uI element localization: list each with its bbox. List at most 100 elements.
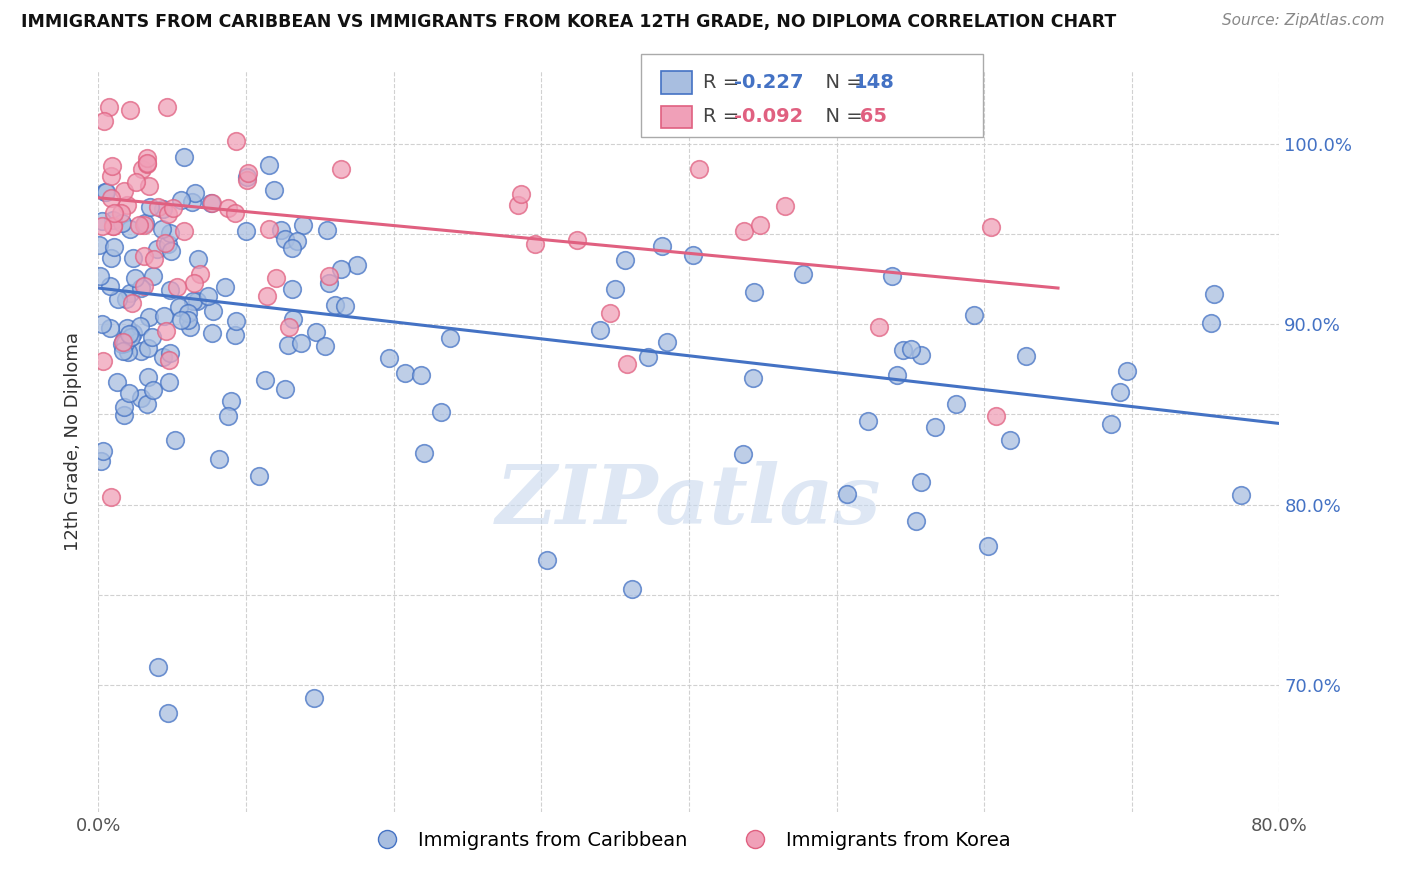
Point <box>136 155 159 169</box>
Point <box>110 205 132 219</box>
Point <box>121 296 143 310</box>
Point <box>910 348 932 362</box>
Point <box>523 237 546 252</box>
Point <box>136 396 159 410</box>
Point <box>682 248 704 262</box>
Point <box>394 366 416 380</box>
Point <box>98 320 121 334</box>
Point <box>567 234 589 248</box>
Point <box>274 232 297 246</box>
Point <box>439 331 461 345</box>
Point <box>977 539 1000 553</box>
Point <box>150 221 173 235</box>
Point <box>620 582 643 596</box>
Point <box>118 326 141 341</box>
Point <box>274 382 297 396</box>
Point <box>93 114 115 128</box>
Point <box>120 286 142 301</box>
Point <box>132 218 155 232</box>
Point <box>225 314 247 328</box>
Point <box>125 175 148 189</box>
Point <box>152 350 174 364</box>
Point <box>148 659 170 673</box>
Point <box>177 313 200 327</box>
Point <box>115 198 138 212</box>
Point <box>136 151 159 165</box>
Point <box>256 289 278 303</box>
Point <box>120 103 142 117</box>
Point <box>103 240 125 254</box>
Point <box>235 224 257 238</box>
Point <box>1099 417 1122 432</box>
Point <box>138 178 160 193</box>
Point <box>160 244 183 259</box>
Point <box>277 337 299 351</box>
Point <box>290 335 312 350</box>
Point <box>880 268 903 283</box>
Point <box>264 270 287 285</box>
Point <box>100 491 122 505</box>
Point <box>170 193 193 207</box>
Point <box>153 236 176 251</box>
Point <box>733 447 755 461</box>
Point <box>236 173 259 187</box>
Point <box>749 218 772 232</box>
Point <box>963 308 986 322</box>
Point <box>100 169 122 183</box>
Point <box>157 352 180 367</box>
Point <box>281 241 304 255</box>
Point <box>323 298 346 312</box>
Point <box>157 706 180 721</box>
Point <box>111 335 134 350</box>
Point <box>94 185 117 199</box>
Point <box>173 224 195 238</box>
Point <box>98 100 121 114</box>
Point <box>378 351 401 365</box>
Point <box>159 346 181 360</box>
Point <box>91 354 114 368</box>
Point <box>688 161 710 176</box>
Point <box>856 414 879 428</box>
Point <box>651 238 673 252</box>
Point <box>411 368 433 382</box>
Point <box>257 158 280 172</box>
Point <box>1109 385 1132 400</box>
Point <box>166 280 188 294</box>
Point <box>170 312 193 326</box>
Point <box>91 443 114 458</box>
Point <box>94 186 117 200</box>
Point <box>142 383 165 397</box>
Text: N =: N = <box>813 107 869 127</box>
Point <box>157 375 180 389</box>
Point <box>224 206 246 220</box>
Point <box>100 191 122 205</box>
Point <box>159 283 181 297</box>
Point <box>112 408 135 422</box>
Point <box>98 278 121 293</box>
Point <box>128 318 150 333</box>
Point <box>980 219 1002 234</box>
Point <box>224 328 246 343</box>
Point <box>589 323 612 337</box>
Point <box>429 405 451 419</box>
Point <box>156 100 179 114</box>
Point <box>910 475 932 489</box>
Point <box>253 373 276 387</box>
Text: IMMIGRANTS FROM CARIBBEAN VS IMMIGRANTS FROM KOREA 12TH GRADE, NO DIPLOMA CORREL: IMMIGRANTS FROM CARIBBEAN VS IMMIGRANTS … <box>21 13 1116 31</box>
Point <box>904 515 927 529</box>
Text: N =: N = <box>813 73 869 92</box>
Point <box>509 187 531 202</box>
Point <box>257 222 280 236</box>
Point <box>335 299 357 313</box>
Point <box>100 159 122 173</box>
Point <box>318 276 340 290</box>
Point <box>868 320 890 334</box>
Point <box>90 214 112 228</box>
Point <box>346 258 368 272</box>
Point <box>141 330 163 344</box>
Point <box>412 446 434 460</box>
Point <box>599 306 621 320</box>
Point <box>637 350 659 364</box>
Point <box>984 409 1007 423</box>
Point <box>1199 316 1222 330</box>
